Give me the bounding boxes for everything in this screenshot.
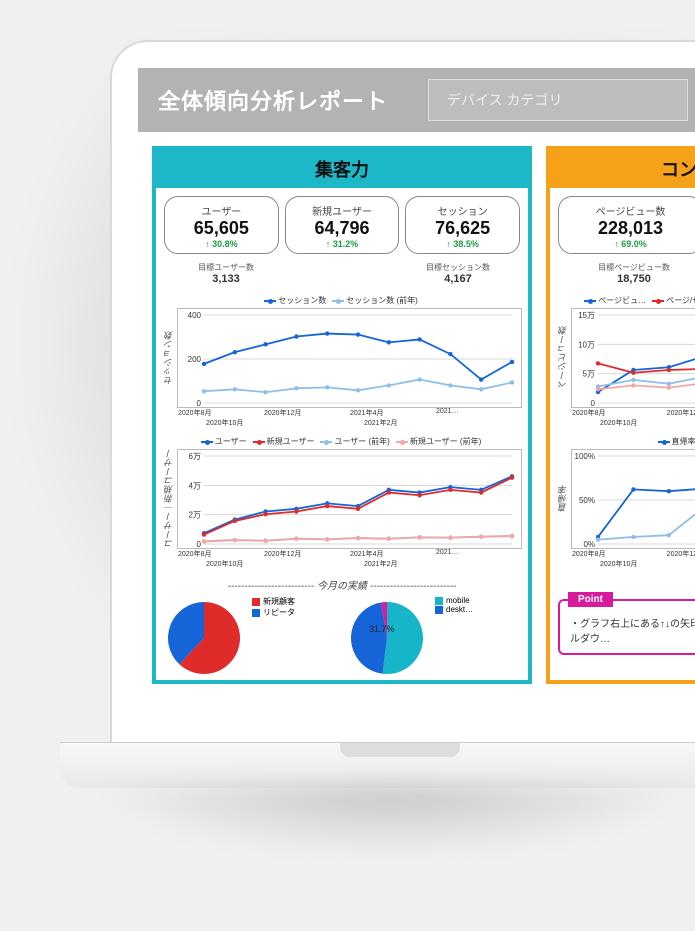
chart-users-xticks-sub: 2020年10月2021年2月 bbox=[160, 559, 522, 569]
laptop-base bbox=[60, 742, 695, 788]
kpi-row-right: ページビュー数 228,013 ↑ 69.0% ページ/セッシ… 2.98 ↑ … bbox=[550, 188, 695, 262]
kpi-delta: ↑ 38.5% bbox=[408, 239, 517, 249]
chart-users-xticks: 2020年8月2020年12月2021年4月2021… bbox=[160, 549, 522, 559]
kpi-value: 76,625 bbox=[408, 218, 517, 239]
stats-title: -------------------------- 今月の実績 -------… bbox=[156, 571, 528, 592]
goal-value: 18,750 bbox=[562, 273, 695, 285]
point-text: ・グラフ右上にある↑↓の矢印を… 毎、日毎、時間毎にドリルダウ… bbox=[558, 599, 695, 655]
svg-text:15万: 15万 bbox=[578, 311, 595, 320]
header-bar: 全体傾向分析レポート デバイス カテゴリ bbox=[138, 68, 695, 132]
pie-device-chart: 31.7% bbox=[345, 596, 435, 676]
chart-sessions-plot[interactable]: 0 200 400 bbox=[177, 308, 522, 408]
chart-pageviews-xticks: 2020年8月2020年12月 bbox=[554, 408, 695, 418]
svg-text:2万: 2万 bbox=[189, 511, 201, 520]
kpi-pageviews[interactable]: ページビュー数 228,013 ↑ 69.0% bbox=[558, 196, 695, 254]
kpi-label: セッション bbox=[408, 203, 517, 218]
kpi-delta: ↑ 69.0% bbox=[561, 239, 695, 249]
goal-spacer bbox=[284, 262, 400, 285]
kpi-label: 新規ユーザー bbox=[288, 203, 397, 218]
goal-label: 目標ページビュー数 bbox=[562, 262, 695, 273]
chart-pageviews-xticks-sub: 2020年10月 bbox=[554, 418, 695, 428]
kpi-new-users[interactable]: 新規ユーザー 64,796 ↑ 31.2% bbox=[285, 196, 400, 254]
svg-text:10万: 10万 bbox=[578, 340, 595, 349]
chart-pageviews: ページビュ…ページ/セッ…ページ/セッション (前年) ページビュー数 0 5万 1… bbox=[550, 289, 695, 430]
pie1-legend: 新規顧客リピータ bbox=[252, 596, 295, 618]
goal-row-left: 目標ユーザー数 3,133 目標セッション数 4,167 bbox=[156, 262, 528, 289]
svg-text:0%: 0% bbox=[583, 540, 595, 549]
svg-text:0: 0 bbox=[197, 540, 202, 549]
device-category-filter[interactable]: デバイス カテゴリ bbox=[428, 79, 688, 121]
chart-sessions-ylabel: セッション数 bbox=[160, 308, 177, 408]
panels-row: 集客力 ユーザー 65,605 ↑ 30.8% 新規ユーザー 64,796 ↑ … bbox=[138, 132, 695, 684]
svg-text:0: 0 bbox=[591, 399, 596, 408]
kpi-value: 65,605 bbox=[167, 218, 276, 239]
chart-users-plot[interactable]: 0 2万 4万 6万 bbox=[177, 449, 522, 549]
chart-users: ユーザー新規ユーザーユーザー (前年)新規ユーザー (前年) ユーザー｜新規ユー… bbox=[156, 430, 528, 571]
laptop-frame: 全体傾向分析レポート デバイス カテゴリ 集客力 ユーザー 65,605 ↑ 3… bbox=[110, 40, 695, 760]
chart-users-legend: ユーザー新規ユーザーユーザー (前年)新規ユーザー (前年) bbox=[160, 434, 522, 449]
kpi-sessions[interactable]: セッション 76,625 ↑ 38.5% bbox=[405, 196, 520, 254]
laptop-notch bbox=[340, 743, 460, 757]
pie-new-vs-repeat[interactable]: 新規顧客リピータ bbox=[162, 596, 339, 676]
pie-row: 新規顧客リピータ 31.7% mobiledeskt… bbox=[156, 592, 528, 680]
page-title: 全体傾向分析レポート bbox=[158, 84, 388, 116]
goal-sessions: 目標セッション数 4,167 bbox=[400, 262, 516, 285]
chart-bounce-xticks-sub: 2020年10月 bbox=[554, 559, 695, 569]
goal-value: 4,167 bbox=[400, 273, 516, 285]
kpi-value: 64,796 bbox=[288, 218, 397, 239]
chart-bounce-legend: 直帰率直帰率 (… bbox=[554, 434, 695, 449]
pie-device[interactable]: 31.7% mobiledeskt… bbox=[345, 596, 522, 676]
svg-text:50%: 50% bbox=[579, 496, 595, 505]
svg-text:4万: 4万 bbox=[189, 481, 201, 490]
goal-users: 目標ユーザー数 3,133 bbox=[168, 262, 284, 285]
goal-value: 3,133 bbox=[168, 273, 284, 285]
pie-new-vs-repeat-chart bbox=[162, 596, 252, 676]
svg-text:5万: 5万 bbox=[583, 370, 595, 379]
chart-sessions-legend: セッション数セッション数 (前年) bbox=[160, 293, 522, 308]
point-tag: Point bbox=[568, 592, 613, 607]
laptop-base-shadow bbox=[90, 786, 690, 856]
svg-text:100%: 100% bbox=[575, 452, 595, 461]
chart-pageviews-legend: ページビュ…ページ/セッ…ページ/セッション (前年) bbox=[554, 293, 695, 308]
goal-label: 目標ユーザー数 bbox=[168, 262, 284, 273]
kpi-users[interactable]: ユーザー 65,605 ↑ 30.8% bbox=[164, 196, 279, 254]
goal-label: 目標セッション数 bbox=[400, 262, 516, 273]
chart-sessions-xticks-sub: 2020年10月2021年2月 bbox=[160, 418, 522, 428]
svg-text:31.7%: 31.7% bbox=[369, 624, 395, 634]
chart-bounce-ylabel: 直帰率 bbox=[554, 449, 571, 549]
svg-text:400: 400 bbox=[188, 311, 202, 320]
stats-title-text: 今月の実績 bbox=[317, 581, 367, 592]
panel-acquisition: 集客力 ユーザー 65,605 ↑ 30.8% 新規ユーザー 64,796 ↑ … bbox=[152, 146, 532, 684]
panel-contents: コンテンツ ページビュー数 228,013 ↑ 69.0% ページ/セッシ… 2… bbox=[546, 146, 695, 684]
screen: 全体傾向分析レポート デバイス カテゴリ 集客力 ユーザー 65,605 ↑ 3… bbox=[138, 68, 695, 758]
chart-pageviews-ylabel: ページビュー数 bbox=[554, 308, 571, 408]
chart-bounce-plot[interactable]: 0% 50% 100% bbox=[571, 449, 695, 549]
svg-text:200: 200 bbox=[188, 355, 202, 364]
svg-text:6万: 6万 bbox=[189, 452, 201, 461]
chart-bounce: 直帰率直帰率 (… 直帰率 0%50%100% 2020年8月2020年12月 … bbox=[550, 430, 695, 571]
svg-text:0: 0 bbox=[197, 399, 202, 408]
goal-pageviews: 目標ページビュー数 18,750 bbox=[562, 262, 695, 285]
laptop-bezel: 全体傾向分析レポート デバイス カテゴリ 集客力 ユーザー 65,605 ↑ 3… bbox=[130, 60, 695, 758]
chart-sessions-xticks: 2020年8月2020年12月2021年4月2021… bbox=[160, 408, 522, 418]
kpi-delta: ↑ 30.8% bbox=[167, 239, 276, 249]
goal-row-right: 目標ページビュー数 18,750 目標ページ/セッシ… 4.50 bbox=[550, 262, 695, 289]
pie2-legend: mobiledeskt… bbox=[435, 596, 473, 614]
chart-bounce-xticks: 2020年8月2020年12月 bbox=[554, 549, 695, 559]
kpi-label: ユーザー bbox=[167, 203, 276, 218]
panel-acquisition-title: 集客力 bbox=[156, 150, 528, 188]
point-callout: Point ・グラフ右上にある↑↓の矢印を… 毎、日毎、時間毎にドリルダウ… bbox=[550, 571, 695, 655]
chart-sessions: セッション数セッション数 (前年) セッション数 0 200 400 2020年8月… bbox=[156, 289, 528, 430]
chart-pageviews-plot[interactable]: 0 5万 10万 15万 bbox=[571, 308, 695, 408]
chart-users-ylabel: ユーザー｜新規ユーザー bbox=[160, 449, 177, 549]
panel-contents-title: コンテンツ bbox=[550, 150, 695, 188]
kpi-row-left: ユーザー 65,605 ↑ 30.8% 新規ユーザー 64,796 ↑ 31.2… bbox=[156, 188, 528, 262]
kpi-label: ページビュー数 bbox=[561, 203, 695, 218]
kpi-delta: ↑ 31.2% bbox=[288, 239, 397, 249]
kpi-value: 228,013 bbox=[561, 218, 695, 239]
